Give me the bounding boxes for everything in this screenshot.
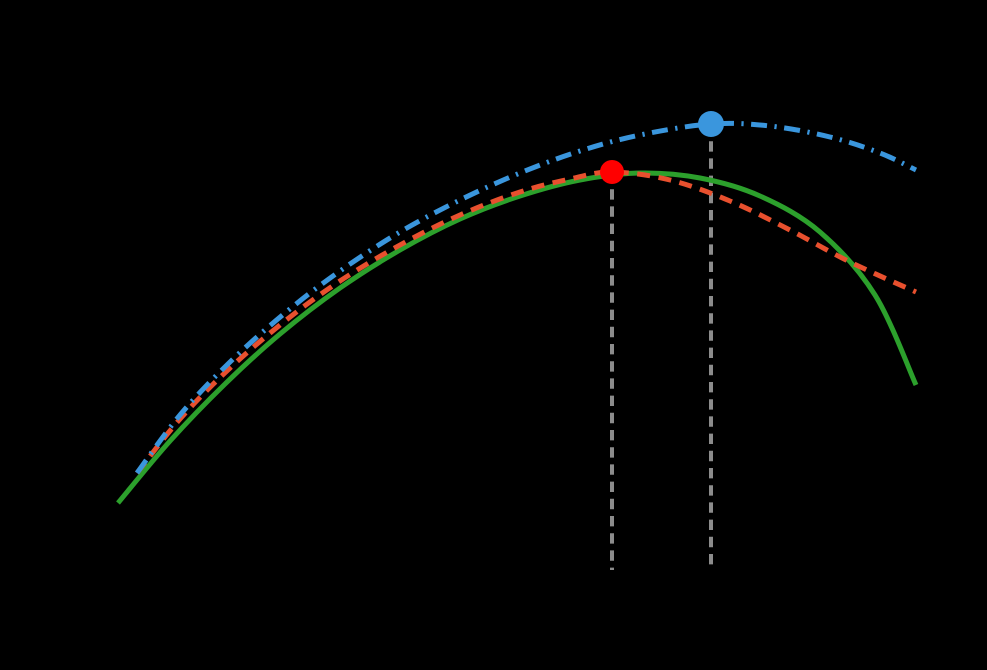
blue-peak-marker[interactable]: [698, 111, 724, 137]
reference-lines-layer: [610, 124, 713, 570]
blue-dashdot-curve: [134, 120, 918, 475]
markers-layer: [600, 111, 724, 184]
green-solid-curve: [116, 170, 919, 505]
series-layer: [116, 120, 919, 505]
red-dashed-curve: [135, 169, 918, 475]
red-peak-marker[interactable]: [600, 160, 624, 184]
